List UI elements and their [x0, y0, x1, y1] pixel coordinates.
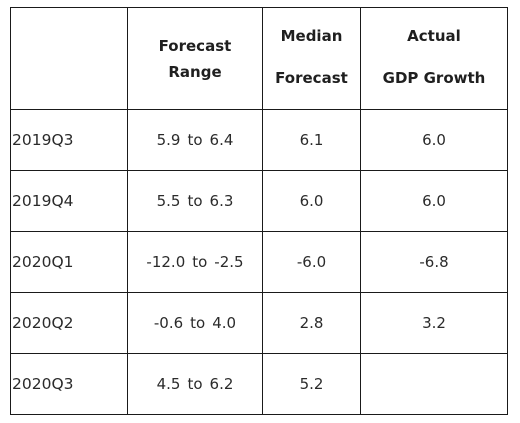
median-forecast-cell: 2.8 — [262, 292, 361, 354]
actual-growth-cell: 3.2 — [360, 292, 508, 354]
forecast-range-cell: 5.5 to 6.3 — [127, 170, 263, 232]
quarter-cell: 2020Q2 — [10, 292, 128, 354]
header-actual-gdp-growth: Actual GDP Growth — [360, 7, 508, 110]
range-separator: to — [187, 192, 203, 210]
range-low: -12.0 — [146, 253, 186, 271]
forecast-range-cell: 4.5 to 6.2 — [127, 353, 263, 415]
table-row: 2019Q3 5.9 to 6.4 6.1 6.0 — [10, 109, 508, 171]
forecast-range-cell: -12.0 to -2.5 — [127, 231, 263, 293]
actual-growth-cell — [360, 353, 508, 415]
range-separator: to — [192, 253, 208, 271]
range-high: 6.3 — [209, 192, 234, 210]
header-quarter — [10, 7, 128, 110]
median-forecast-cell: 6.0 — [262, 170, 361, 232]
header-forecast-range: Forecast Range — [127, 7, 263, 110]
median-forecast-cell: 5.2 — [262, 353, 361, 415]
table-row: 2020Q3 4.5 to 6.2 5.2 — [10, 353, 508, 415]
range-low: 5.9 — [156, 131, 181, 149]
forecast-range-cell: -0.6 to 4.0 — [127, 292, 263, 354]
actual-growth-cell: 6.0 — [360, 109, 508, 171]
header-actual-line2: GDP Growth — [382, 68, 486, 87]
quarter-cell: 2019Q3 — [10, 109, 128, 171]
range-high: 6.2 — [209, 375, 234, 393]
quarter-cell: 2019Q4 — [10, 170, 128, 232]
range-low: 4.5 — [156, 375, 181, 393]
header-forecast-range-line1: Forecast — [158, 36, 232, 55]
range-separator: to — [187, 131, 203, 149]
range-low: 5.5 — [156, 192, 181, 210]
header-median-line2: Forecast — [275, 68, 348, 87]
gdp-forecast-table: Forecast Range Median Forecast Actual GD… — [10, 7, 508, 415]
quarter-cell: 2020Q1 — [10, 231, 128, 293]
table-row: 2020Q1 -12.0 to -2.5 -6.0 -6.8 — [10, 231, 508, 293]
quarter-cell: 2020Q3 — [10, 353, 128, 415]
range-high: 6.4 — [209, 131, 234, 149]
header-median-forecast: Median Forecast — [262, 7, 361, 110]
range-high: -2.5 — [214, 253, 244, 271]
table-row: 2020Q2 -0.6 to 4.0 2.8 3.2 — [10, 292, 508, 354]
table-row: 2019Q4 5.5 to 6.3 6.0 6.0 — [10, 170, 508, 232]
range-low: -0.6 — [153, 314, 184, 332]
range-separator: to — [190, 314, 206, 332]
table-header-row: Forecast Range Median Forecast Actual GD… — [10, 7, 508, 110]
header-forecast-range-line2: Range — [168, 62, 222, 81]
median-forecast-cell: 6.1 — [262, 109, 361, 171]
header-median-line1: Median — [280, 26, 343, 45]
median-forecast-cell: -6.0 — [262, 231, 361, 293]
range-separator: to — [187, 375, 203, 393]
forecast-range-cell: 5.9 to 6.4 — [127, 109, 263, 171]
actual-growth-cell: -6.8 — [360, 231, 508, 293]
range-high: 4.0 — [212, 314, 237, 332]
actual-growth-cell: 6.0 — [360, 170, 508, 232]
header-actual-line1: Actual — [407, 26, 461, 45]
